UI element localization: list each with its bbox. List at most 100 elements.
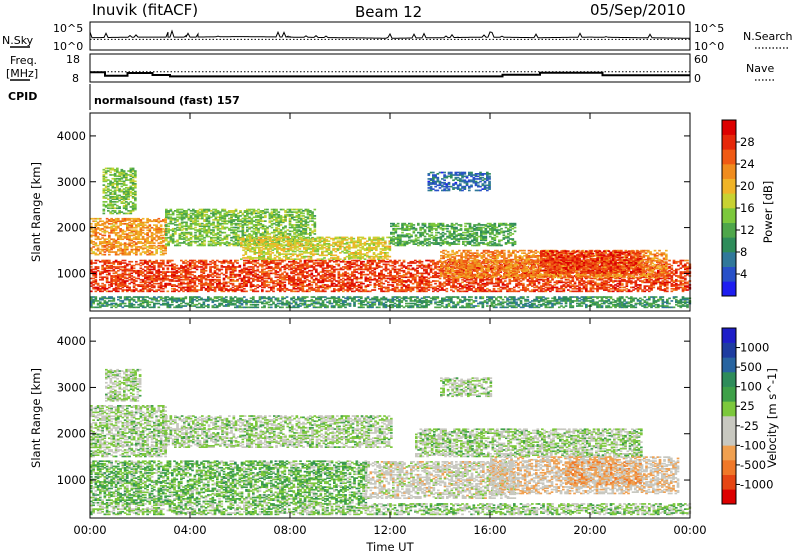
power-cell (650, 282, 653, 284)
power-cell (227, 265, 230, 267)
power-cell (149, 288, 152, 290)
freq-left-tick-bottom: 8 (72, 72, 79, 85)
power-cell (131, 229, 134, 231)
power-cell (506, 283, 509, 285)
power-cell (497, 291, 500, 293)
power-cell (416, 282, 419, 284)
power-cell (131, 223, 134, 225)
power-cell (164, 253, 167, 255)
power-cell (304, 285, 307, 287)
power-cell (108, 265, 111, 267)
power-cell (277, 262, 280, 264)
power-cell (223, 274, 226, 276)
noise-right-tick-bottom: 10^0 (694, 40, 724, 53)
power-cell (407, 279, 410, 281)
power-cell (362, 261, 365, 263)
power-cell (103, 188, 106, 190)
power-cell (227, 261, 230, 263)
power-cell (130, 178, 133, 180)
power-cell (121, 183, 124, 185)
power-cell (367, 265, 370, 267)
power-cell (326, 276, 329, 278)
power-cell (112, 201, 115, 203)
power-cell (335, 280, 338, 282)
power-cell (398, 275, 401, 277)
power-cell (299, 264, 302, 266)
power-cell (389, 265, 392, 267)
power-cell (131, 235, 134, 237)
power-cell (176, 240, 179, 242)
power-cell (122, 289, 125, 291)
power-cell (95, 228, 98, 230)
power-cell (116, 168, 119, 170)
power-cell (621, 283, 624, 285)
power-cell (121, 177, 124, 179)
power-cell (254, 260, 257, 262)
power-cell (569, 280, 572, 282)
power-cell (112, 204, 115, 206)
power-cell (108, 227, 111, 229)
power-cell (103, 209, 106, 211)
power-cell (122, 273, 125, 275)
power-cell (407, 284, 410, 286)
power-cell (232, 283, 235, 285)
power-cell (272, 285, 275, 287)
power-cell (176, 265, 179, 267)
power-cell (538, 279, 541, 281)
power-cell (126, 280, 129, 282)
power-cell (191, 289, 194, 291)
freq-right-label: Nave (746, 62, 774, 75)
power-cell (221, 269, 224, 271)
power-cell (542, 283, 545, 285)
power-cell (144, 238, 147, 240)
power-cell (250, 271, 253, 273)
power-cell (176, 224, 179, 226)
power-cell (95, 218, 98, 220)
power-cell (326, 280, 329, 282)
power-cell (112, 182, 115, 184)
noise-left-tick-bottom: 10^0 (53, 40, 83, 53)
power-cell (684, 278, 687, 280)
power-cell (322, 289, 325, 291)
power-cell (158, 283, 161, 285)
power-cell (668, 273, 671, 275)
power-cell (117, 261, 120, 263)
power-cell (295, 279, 298, 281)
power-cell (682, 271, 685, 273)
power-cell (131, 275, 134, 277)
power-cell (126, 264, 129, 266)
power-cell (130, 195, 133, 197)
power-cell (392, 284, 395, 286)
power-cell (610, 284, 613, 286)
power-cell (162, 288, 165, 290)
power-cell (396, 287, 399, 289)
power-cell (493, 285, 496, 287)
power-cell (452, 291, 455, 293)
power-cell (232, 289, 235, 291)
power-cell (263, 265, 266, 267)
power-cell (340, 282, 343, 284)
power-cell (610, 291, 613, 293)
freq-left-tick-top: 18 (66, 53, 80, 66)
power-cell (385, 287, 388, 289)
power-cell (108, 273, 111, 275)
power-cell (160, 224, 163, 226)
power-cell (239, 265, 242, 267)
power-cell (117, 274, 120, 276)
power-cell (527, 288, 530, 290)
power-cell (369, 282, 372, 284)
power-cell (425, 276, 428, 278)
power-cell (497, 288, 500, 290)
power-cell (162, 271, 165, 273)
power-cell (241, 283, 244, 285)
power-cell (153, 247, 156, 249)
power-cell (446, 288, 449, 290)
power-cell (286, 267, 289, 269)
power-cell (686, 266, 689, 268)
power-cell (623, 287, 626, 289)
power-cell (317, 279, 320, 281)
power-cell (299, 287, 302, 289)
power-cell (380, 282, 383, 284)
power-cell (619, 289, 622, 291)
power-cell (108, 232, 111, 234)
